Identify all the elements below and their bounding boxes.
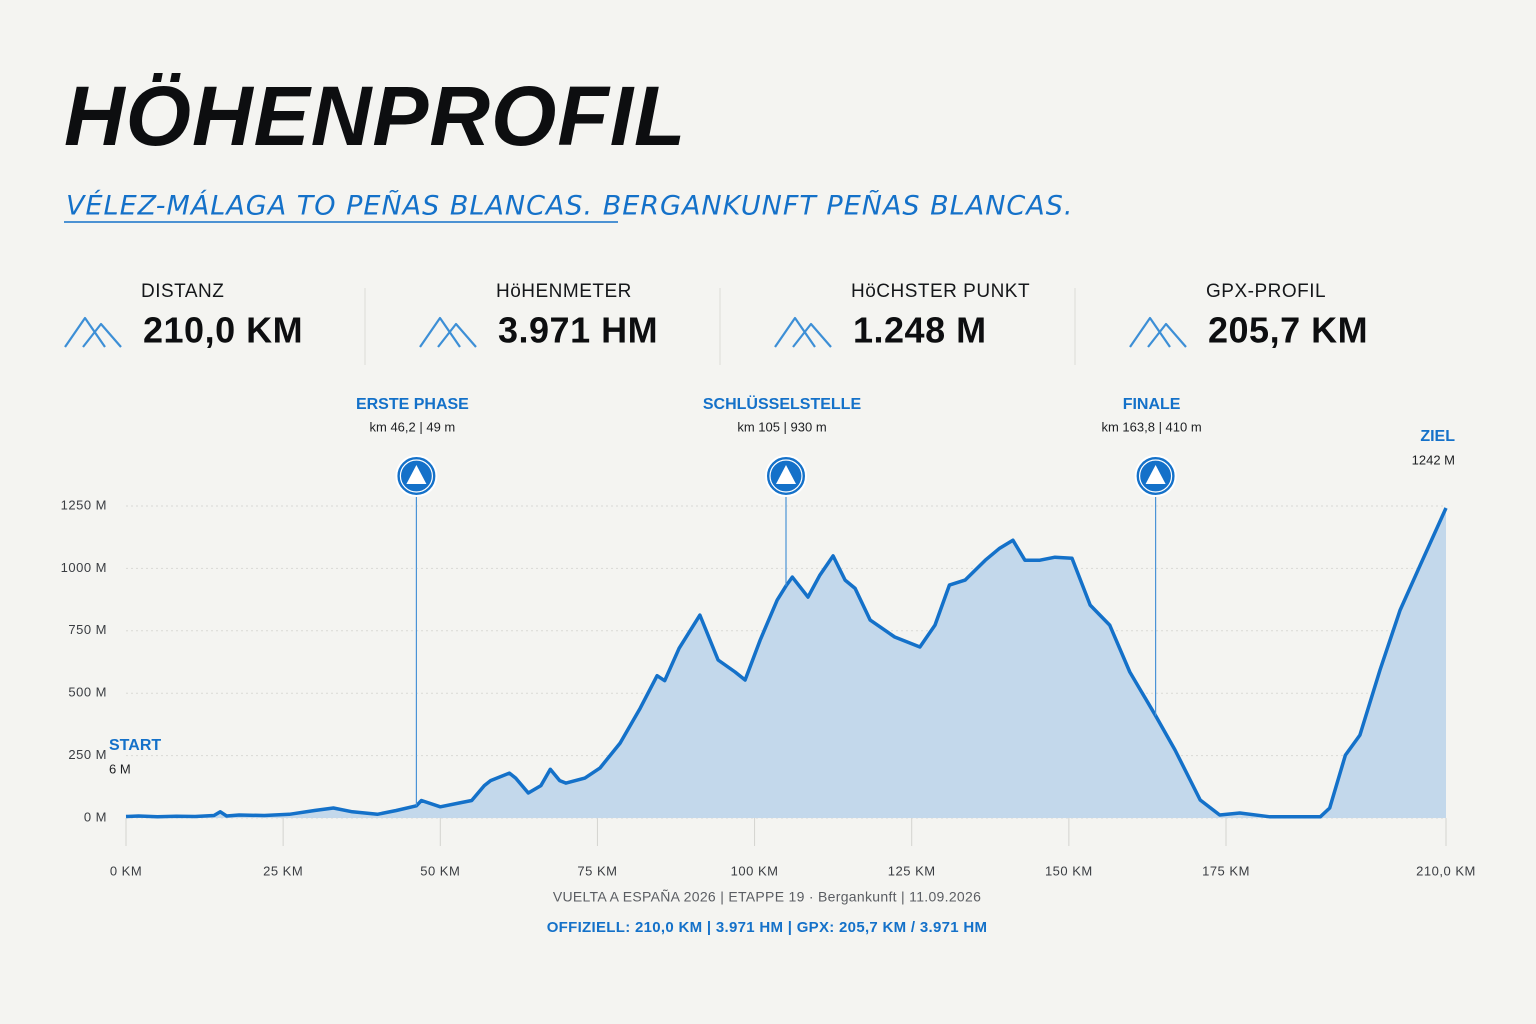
x-tick-label: 100 KM [731, 863, 779, 878]
annotation-icon [1145, 465, 1166, 484]
annotation-marker-ring [399, 459, 433, 493]
chart-subtitle: VÉLEZ-MÁLAGA TO PEÑAS BLANCAS. BERGANKUN… [66, 190, 1073, 222]
mountain-icon [1129, 316, 1187, 348]
area-fill [126, 508, 1446, 818]
annotation-text: km 163,8 | 410 m [1101, 419, 1201, 434]
y-tick-label: 1250 M [61, 497, 107, 512]
x-tick-label: 75 KM [577, 863, 617, 878]
footer-note: VUELTA A ESPAÑA 2026 | ETAPPE 19 · Berga… [553, 889, 981, 905]
x-tick-label: 125 KM [888, 863, 936, 878]
mountain-icon [419, 316, 477, 348]
stat-value: 1.248 M [853, 310, 987, 351]
x-tick-label: 0 KM [110, 863, 142, 878]
annotation-icon [776, 465, 796, 484]
annotation-label: FINALE [1123, 396, 1181, 413]
stat-value: 210,0 KM [143, 310, 303, 351]
y-tick-label: 0 M [84, 809, 107, 824]
annotation-text: 1242 M [1412, 452, 1455, 467]
annotation-text: km 46,2 | 49 m [370, 419, 456, 434]
annotation-marker-ring [1138, 459, 1173, 493]
annotation-label: START [109, 737, 161, 754]
chart-title: HÖHENPROFIL [64, 69, 686, 163]
annotation-text: km 105 | 930 m [737, 419, 826, 434]
y-tick-label: 250 M [68, 747, 107, 762]
y-tick-label: 750 M [68, 622, 107, 637]
annotation-label: ZIEL [1420, 428, 1455, 445]
stat-label: DISTANZ [141, 281, 224, 302]
mountain-icon [774, 316, 832, 348]
x-tick-label: 25 KM [263, 863, 303, 878]
stat-value: 205,7 KM [1208, 310, 1368, 351]
x-tick-label: 175 KM [1202, 863, 1250, 878]
x-tick-label: 50 KM [420, 863, 460, 878]
stat-label: HöCHSTER PUNKT [851, 281, 1030, 302]
stat-value: 3.971 HM [498, 310, 658, 351]
stat-separators [364, 288, 1076, 365]
annotation-label: ERSTE PHASE [356, 396, 469, 413]
stat-label: HöHENMETER [496, 281, 632, 302]
footer-summary: OFFIZIELL: 210,0 KM | 3.971 HM | GPX: 20… [547, 919, 988, 936]
annotation-text: 6 M [109, 761, 131, 776]
profile-line [125, 507, 1448, 819]
annotation-label: SCHLÜSSELSTELLE [703, 394, 862, 413]
y-tick-label: 500 M [68, 685, 107, 700]
annotation-marker-ring [769, 459, 803, 493]
x-tick-label: 150 KM [1045, 863, 1093, 878]
annotation-icon [406, 465, 427, 484]
x-tick-label: 210,0 KM [1416, 863, 1476, 878]
stat-label: GPX-PROFIL [1206, 281, 1326, 302]
mountain-icon [64, 316, 122, 348]
y-tick-label: 1000 M [61, 560, 107, 575]
